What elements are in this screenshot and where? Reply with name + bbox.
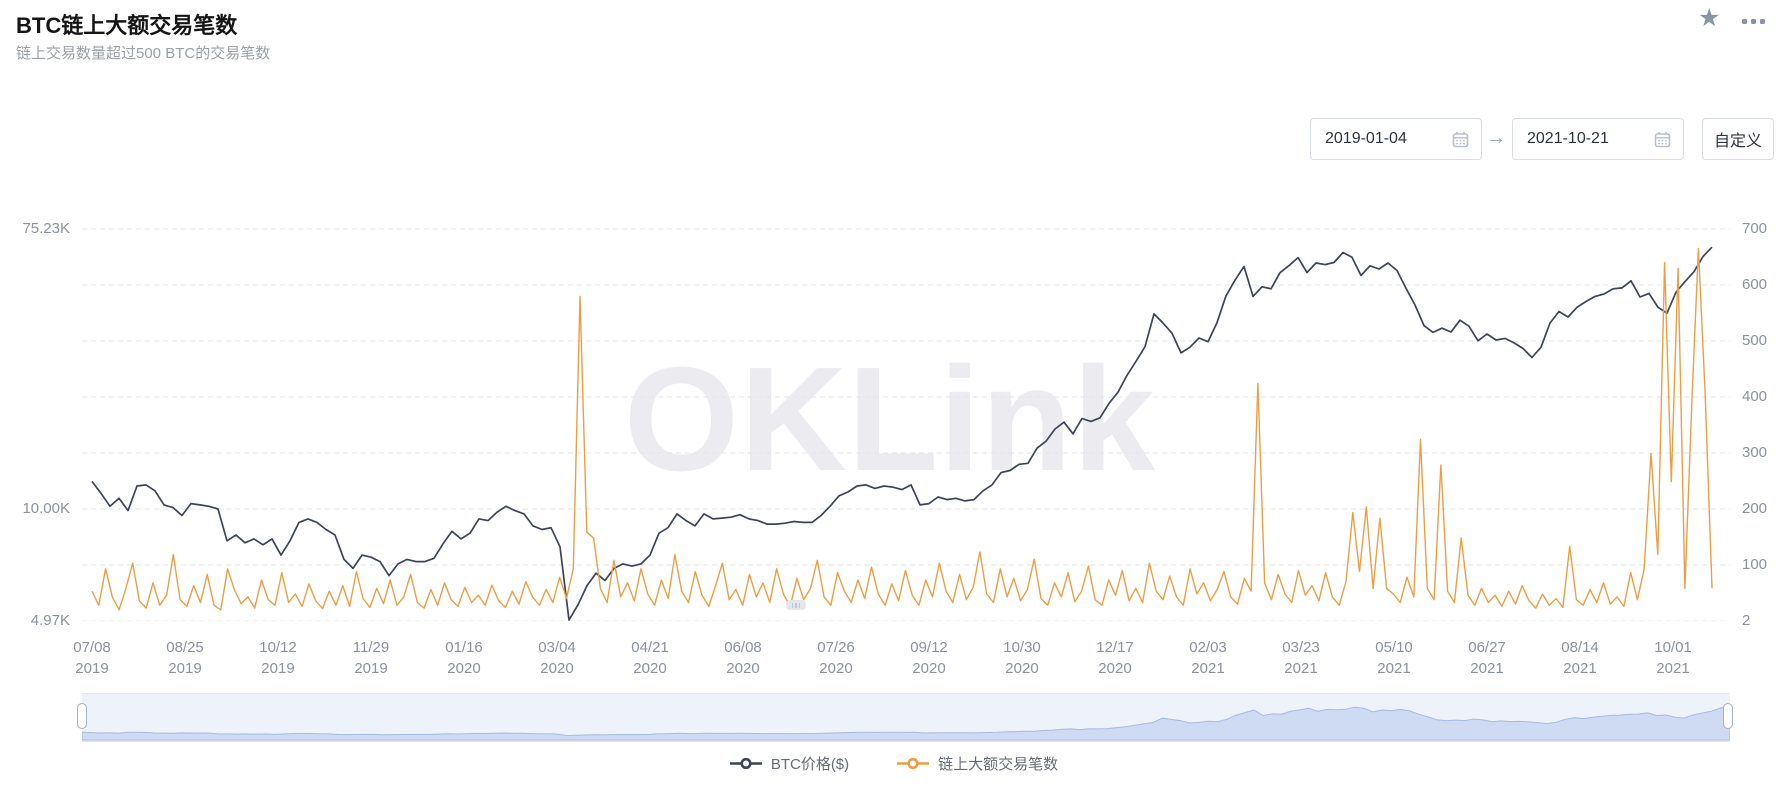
drag-grip[interactable]: [786, 600, 806, 610]
btc-price-line: [91, 246, 1713, 621]
date-range-arrow-icon: →: [1486, 127, 1506, 149]
plot-area[interactable]: [82, 190, 1730, 621]
x-tick-label: 06/08 2020: [724, 639, 762, 677]
y-axis-right-label: 200: [1742, 500, 1768, 517]
x-tick-label: 09/12 2020: [910, 639, 948, 677]
x-tick-label: 10/12 2019: [259, 639, 297, 677]
x-tick-label: 07/08 2019: [73, 639, 111, 677]
x-tick-label: 03/23 2021: [1282, 639, 1320, 677]
y-axis-right-label: 300: [1742, 444, 1768, 461]
end-date-input[interactable]: 2021-10-21: [1512, 118, 1684, 160]
y-axis-right-label: 2: [1742, 612, 1751, 629]
navigator-area-chart: [82, 705, 1730, 741]
x-tick-label: 02/03 2021: [1189, 639, 1227, 677]
navigator-right-handle[interactable]: [1723, 703, 1733, 729]
y-axis-right-label: 400: [1742, 388, 1768, 405]
legend-label: 链上大额交易笔数: [938, 756, 1059, 773]
x-tick-label: 07/26 2020: [817, 639, 855, 677]
y-axis-left-label: 75.23K: [22, 220, 70, 237]
start-date-value: 2019-01-04: [1325, 130, 1407, 147]
calendar-icon[interactable]: [1654, 131, 1671, 148]
line-marker-icon: [897, 757, 930, 770]
x-tick-label: 04/21 2020: [631, 639, 669, 677]
calendar-icon[interactable]: [1452, 131, 1469, 148]
large-tx-count-line: [91, 248, 1713, 611]
navigator-area: [82, 705, 1730, 741]
y-axis-left-label: 4.97K: [30, 612, 70, 629]
x-tick-label: 08/14 2021: [1561, 639, 1599, 677]
y-axis-left-label: 10.00K: [22, 500, 70, 517]
y-axis-right-label: 700: [1742, 220, 1768, 237]
x-tick-label: 05/10 2021: [1375, 639, 1413, 677]
x-tick-label: 10/30 2020: [1003, 639, 1041, 677]
x-tick-label: 06/27 2021: [1468, 639, 1506, 677]
start-date-input[interactable]: 2019-01-04: [1310, 118, 1482, 160]
y-axis-right-label: 600: [1742, 276, 1768, 293]
navigator-left-handle[interactable]: [77, 703, 87, 729]
x-tick-label: 08/25 2019: [166, 639, 204, 677]
legend: BTC价格($) 链上大额交易笔数: [0, 753, 1788, 774]
navigator-band[interactable]: [82, 693, 1730, 742]
y-axis-right-label: 500: [1742, 332, 1768, 349]
x-tick-label: 01/16 2020: [445, 639, 483, 677]
y-axis-right-label: 100: [1742, 556, 1768, 573]
page-title: BTC链上大额交易笔数: [16, 13, 238, 38]
custom-range-button[interactable]: 自定义: [1702, 118, 1774, 160]
end-date-value: 2021-10-21: [1527, 130, 1609, 147]
x-tick-label: 10/01 2021: [1654, 639, 1692, 677]
legend-item-btc-price[interactable]: BTC价格($): [729, 753, 850, 774]
legend-item-large-tx-count[interactable]: 链上大额交易笔数: [897, 753, 1058, 774]
page-subtitle: 链上交易数量超过500 BTC的交易笔数: [16, 45, 271, 62]
more-options-icon[interactable]: [1742, 19, 1765, 24]
line-marker-icon: [729, 757, 762, 770]
x-tick-label: 11/29 2019: [352, 639, 390, 677]
legend-label: BTC价格($): [770, 756, 850, 773]
x-tick-label: 12/17 2020: [1096, 639, 1134, 677]
x-tick-label: 03/04 2020: [538, 639, 576, 677]
favorite-star-icon[interactable]: ★: [1698, 4, 1721, 32]
